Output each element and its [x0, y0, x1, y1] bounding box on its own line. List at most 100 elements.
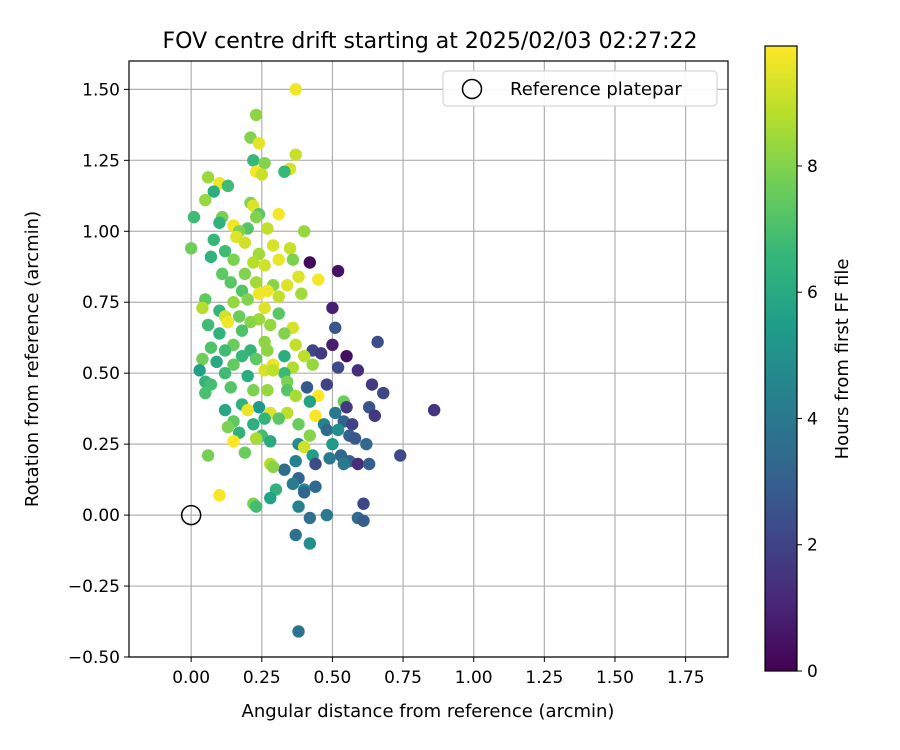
data-point — [199, 386, 212, 400]
y-tick-label: 0.00 — [82, 506, 120, 526]
data-point — [221, 315, 235, 329]
data-point — [258, 364, 271, 377]
data-point — [292, 500, 305, 513]
data-point — [201, 318, 215, 332]
y-tick-label: −0.50 — [68, 648, 120, 668]
y-tick-label: 1.00 — [82, 222, 120, 242]
x-axis-label: Angular distance from reference (arcmin) — [242, 701, 615, 722]
legend-box — [442, 70, 718, 107]
data-point — [201, 171, 215, 184]
data-point — [278, 327, 291, 340]
colorbar-label: Hours from first FF file — [832, 259, 853, 460]
data-point — [238, 236, 252, 249]
x-tick-label: 0.50 — [314, 668, 352, 688]
data-point — [238, 446, 252, 459]
data-point — [258, 156, 271, 170]
data-point — [238, 267, 252, 281]
data-point — [241, 369, 254, 383]
data-point — [326, 301, 339, 315]
data-point — [351, 364, 365, 377]
data-point — [394, 449, 407, 462]
colorbar-tick-label: 8 — [807, 157, 818, 177]
data-point — [196, 301, 209, 315]
data-point — [199, 193, 212, 207]
data-point — [303, 429, 317, 442]
data-point — [331, 361, 345, 374]
data-point — [272, 208, 285, 221]
legend: Reference platepar — [442, 70, 718, 107]
x-tick-label: 1.75 — [667, 668, 705, 688]
data-point — [286, 477, 300, 491]
data-point — [241, 293, 254, 306]
data-point — [377, 386, 390, 400]
data-point — [309, 409, 322, 422]
data-point — [292, 270, 305, 283]
data-point — [357, 497, 370, 510]
data-point — [300, 381, 314, 394]
data-point — [360, 437, 373, 451]
data-point — [295, 287, 308, 300]
data-point — [320, 508, 333, 522]
data-point — [196, 352, 209, 366]
data-point — [272, 307, 285, 320]
data-point — [258, 259, 271, 272]
data-point — [213, 489, 226, 502]
data-point — [201, 449, 215, 462]
data-point — [320, 378, 333, 391]
data-point — [362, 457, 376, 471]
data-point — [266, 239, 280, 252]
data-point — [278, 165, 291, 178]
data-point — [266, 364, 280, 377]
data-point — [221, 179, 235, 193]
data-point — [292, 625, 305, 638]
data-point — [249, 500, 263, 513]
data-point — [292, 418, 305, 431]
colorbar — [764, 45, 798, 672]
y-tick-label: 0.75 — [82, 293, 120, 313]
plot-frame — [128, 60, 729, 658]
x-tick-label: 0.25 — [243, 668, 281, 688]
x-axis-ticks: 0.00 0.25 0.50 0.75 1.00 1.25 1.50 1.75 — [172, 657, 705, 688]
data-point — [365, 378, 379, 391]
y-tick-label: 0.50 — [82, 364, 120, 384]
data-point — [247, 154, 260, 167]
data-point — [207, 233, 220, 246]
data-point — [278, 463, 291, 476]
data-point — [264, 435, 277, 448]
data-point — [272, 412, 285, 425]
data-point — [368, 409, 382, 422]
y-tick-label: 0.25 — [82, 435, 120, 455]
data-point — [281, 279, 294, 292]
data-point — [204, 341, 218, 354]
data-point — [314, 347, 328, 360]
data-point — [297, 225, 311, 238]
data-point — [249, 276, 263, 289]
data-point — [224, 381, 237, 394]
data-point — [340, 401, 353, 414]
data-point — [323, 452, 336, 465]
data-point — [297, 440, 311, 454]
data-point — [289, 148, 302, 161]
data-point — [227, 296, 240, 309]
data-point — [303, 511, 317, 525]
data-point — [204, 250, 218, 264]
data-point — [331, 264, 345, 278]
data-point — [241, 403, 254, 417]
y-axis-ticks: −0.50 −0.25 0.00 0.25 0.50 0.75 1.00 1.25 1.50 — [68, 80, 129, 668]
data-point — [340, 349, 353, 363]
data-point — [210, 355, 223, 369]
data-point — [331, 423, 345, 437]
data-point — [289, 454, 302, 468]
data-point — [303, 537, 317, 550]
data-point — [235, 349, 249, 363]
data-point — [348, 432, 362, 445]
data-point — [289, 528, 302, 542]
data-point — [309, 480, 322, 493]
data-point — [261, 384, 274, 397]
data-point — [227, 435, 240, 448]
data-point — [351, 457, 365, 471]
data-point — [258, 412, 271, 425]
data-point — [252, 137, 266, 150]
chart-title: FOV centre drift starting at 2025/02/03 … — [163, 29, 698, 54]
